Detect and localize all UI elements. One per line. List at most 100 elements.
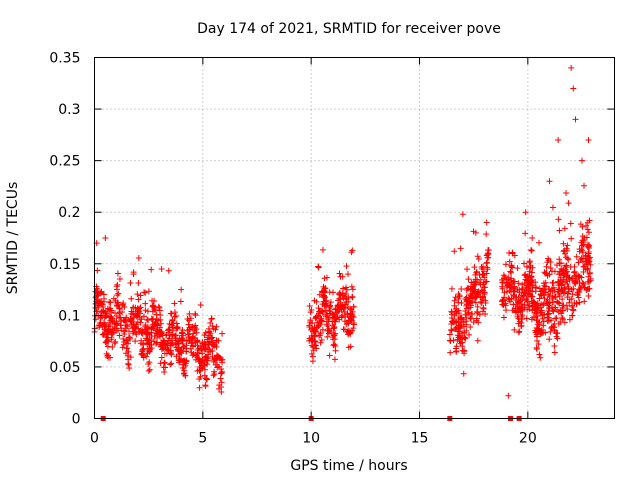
data-point: [451, 302, 458, 309]
data-point: [215, 363, 222, 370]
x-tick-label: 10: [302, 431, 320, 447]
data-point: [581, 284, 588, 291]
data-point: [539, 309, 546, 316]
data-point: [168, 360, 175, 367]
data-point: [547, 264, 554, 271]
data-point: [525, 282, 532, 289]
data-point-peak: [555, 137, 562, 144]
data-point: [563, 278, 570, 285]
data-point: [518, 313, 525, 320]
grid-lines: [94, 57, 615, 419]
data-point: [547, 328, 554, 335]
data-point: [172, 332, 179, 339]
data-point: [570, 285, 577, 292]
data-point: [187, 345, 194, 352]
data-point: [582, 258, 589, 265]
data-point: [532, 279, 539, 286]
y-tick-label: 0.15: [49, 257, 80, 273]
data-point: [97, 290, 104, 297]
data-point: [461, 348, 468, 355]
data-point: [213, 337, 220, 344]
data-point: [126, 365, 133, 372]
data-point: [501, 273, 508, 280]
data-point-peak: [570, 85, 577, 92]
data-point: [462, 296, 469, 303]
data-point-peak: [529, 235, 536, 241]
data-point: [114, 281, 121, 288]
data-point: [208, 335, 215, 342]
data-point-peak: [509, 250, 516, 257]
data-point: [217, 375, 224, 382]
data-point: [512, 305, 519, 312]
data-point: [547, 317, 554, 324]
data-point: [142, 307, 149, 314]
data-point: [343, 296, 350, 303]
data-point: [508, 295, 515, 302]
data-point: [584, 255, 591, 262]
data-point: [180, 343, 187, 350]
data-point: [206, 329, 213, 336]
data-point: [537, 331, 544, 338]
data-point: [92, 294, 99, 301]
data-point: [541, 269, 548, 276]
data-point: [158, 320, 165, 327]
y-tick-label: 0.1: [58, 308, 80, 324]
data-point: [566, 299, 573, 306]
data-point: [569, 312, 576, 319]
data-point: [349, 286, 356, 293]
data-point: [583, 234, 590, 241]
data-point: [543, 298, 550, 305]
data-point: [484, 264, 491, 271]
data-point: [474, 303, 481, 310]
data-point: [177, 348, 184, 355]
x-axis-label: GPS time / hours: [290, 458, 407, 474]
data-point: [187, 315, 194, 322]
data-point: [509, 279, 516, 286]
data-point: [580, 239, 587, 246]
data-point: [561, 285, 568, 292]
data-point: [564, 281, 571, 288]
data-point: [477, 298, 484, 305]
data-point: [584, 286, 591, 293]
data-point: [551, 342, 558, 349]
data-point: [123, 345, 130, 352]
data-point: [322, 285, 329, 292]
data-point: [172, 341, 179, 348]
data-point: [464, 301, 471, 308]
data-point: [175, 338, 182, 345]
data-point: [308, 332, 315, 339]
data-point: [321, 275, 328, 282]
data-point: [534, 313, 541, 320]
data-point: [551, 349, 558, 356]
data-point: [161, 360, 168, 367]
data-point: [315, 263, 322, 270]
data-point: [516, 299, 523, 306]
data-point: [339, 292, 346, 299]
data-point: [558, 310, 565, 317]
data-point: [138, 351, 145, 358]
data-point: [448, 326, 455, 333]
data-point: [449, 318, 456, 325]
data-point: [329, 289, 336, 296]
data-point: [566, 316, 573, 323]
data-point: [95, 299, 102, 306]
data-point: [154, 334, 161, 341]
data-point: [571, 269, 578, 276]
data-point: [324, 322, 331, 329]
data-point: [349, 311, 356, 318]
data-point: [125, 328, 132, 335]
data-point: [464, 266, 471, 273]
data-point: [478, 287, 485, 294]
data-point: [218, 379, 225, 386]
data-point: [345, 320, 352, 327]
data-point: [192, 322, 199, 329]
data-point: [208, 316, 215, 323]
data-point: [142, 289, 149, 296]
data-point: [196, 356, 203, 363]
data-point: [201, 372, 208, 379]
data-point: [132, 338, 139, 345]
data-point: [518, 322, 525, 329]
data-point: [549, 279, 556, 286]
data-point: [579, 233, 586, 240]
data-point: [568, 235, 575, 242]
